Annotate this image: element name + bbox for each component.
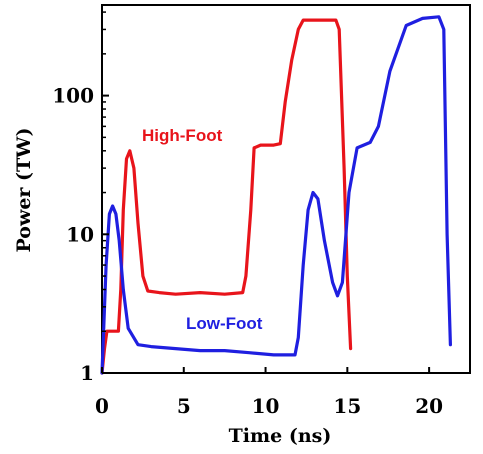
series-line-high-foot [100,18,353,375]
y-axis-title: Power (TW) [13,128,35,253]
series-label-low-foot: Low-Foot [186,314,263,333]
x-tick-label: 5 [177,394,191,418]
x-tick-label: 20 [415,394,443,418]
x-tick-label: 10 [252,394,280,418]
x-tick-label: 0 [95,394,109,418]
y-tick-label: 1 [80,361,94,385]
x-axis-title: Time (ns) [229,425,332,447]
y-tick-label: 100 [52,84,94,108]
y-tick-label: 10 [66,222,94,246]
plot-frame [101,4,471,374]
series-line-low-foot [100,15,452,375]
series-label-high-foot: High-Foot [142,126,223,145]
x-tick-label: 15 [333,394,361,418]
